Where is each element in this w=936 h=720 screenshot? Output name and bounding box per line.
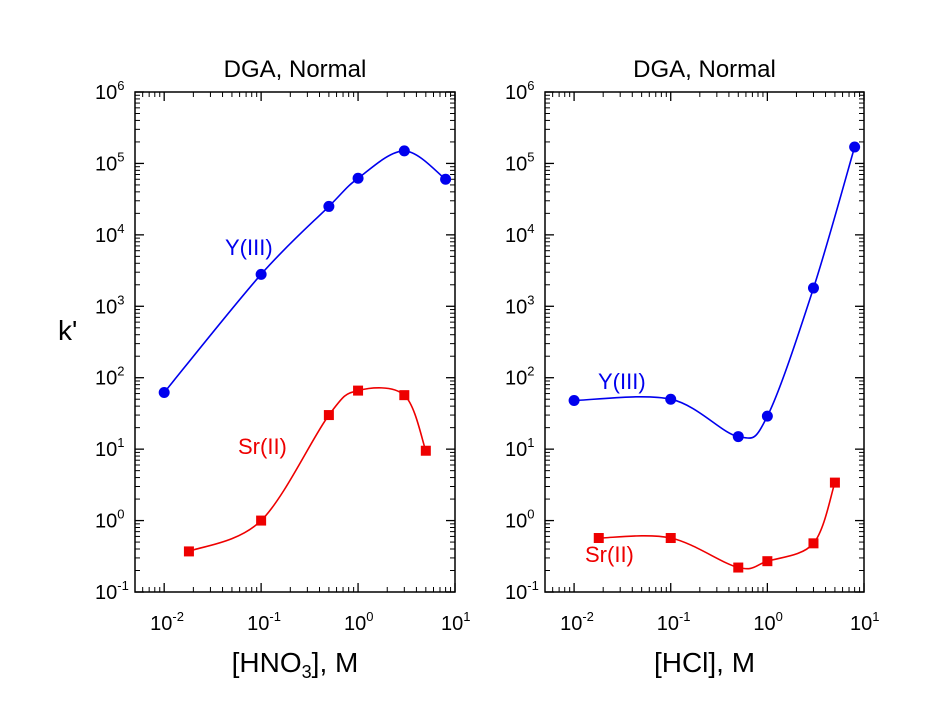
- data-point-circle: [665, 393, 677, 405]
- data-point-square: [762, 556, 773, 567]
- data-point-circle: [807, 282, 819, 294]
- data-point-square: [593, 533, 604, 544]
- data-point-square: [420, 445, 431, 456]
- data-point-square: [353, 385, 364, 396]
- plot-frame: [544, 91, 865, 593]
- chart-panel-1: DGA, Normal 10-1 100 101 102 103 104 105 106 10-2…: [95, 56, 470, 682]
- chart-title: DGA, Normal: [633, 56, 776, 83]
- y-tick-label: 10-1: [95, 578, 129, 604]
- x-tick-label: 10-1: [247, 609, 281, 635]
- x-tick-label: 101: [850, 609, 879, 635]
- y-tick-label: 106: [95, 78, 124, 104]
- chart-panel-2: DGA, Normal 10-1 100 101 102 103 104 105 106 10-2…: [505, 56, 879, 678]
- plot-frame: [134, 91, 456, 593]
- data-point-square: [665, 533, 676, 544]
- data-point-circle: [440, 173, 452, 185]
- series-curve-y: [163, 150, 447, 394]
- data-point-square: [399, 390, 410, 401]
- data-point-square: [183, 546, 194, 557]
- x-tick-label: 10-2: [150, 609, 184, 635]
- data-point-square: [829, 477, 840, 488]
- series-curve-sr: [598, 482, 836, 570]
- x-tick-label: 10-2: [560, 609, 594, 635]
- y-tick-label: 105: [95, 149, 124, 175]
- series-curve-sr: [188, 387, 427, 553]
- data-point-square: [256, 515, 267, 526]
- y-tick-label: 100: [505, 507, 534, 533]
- data-point-circle: [398, 145, 410, 157]
- data-point-circle: [568, 394, 580, 406]
- series-label: Sr(II): [585, 542, 634, 567]
- x-axis-label: [HCl], M: [654, 647, 755, 678]
- y-tick-label: 101: [95, 435, 124, 461]
- chart-title: DGA, Normal: [224, 56, 367, 83]
- y-tick-label: 103: [505, 292, 534, 318]
- y-axis-label: k': [58, 315, 77, 346]
- y-tick-label: 102: [95, 364, 124, 390]
- data-point-square: [323, 410, 334, 421]
- y-tick-label: 100: [95, 507, 124, 533]
- data-point-square: [808, 538, 819, 549]
- series-label: Sr(II): [238, 434, 287, 459]
- data-point-circle: [158, 387, 170, 399]
- x-axis-label: [HNO3], M: [232, 647, 359, 682]
- y-tick-label: 105: [505, 149, 534, 175]
- data-point-circle: [323, 200, 335, 212]
- x-tick-label: 100: [344, 609, 373, 635]
- y-tick-label: 106: [505, 78, 534, 104]
- data-point-circle: [255, 268, 267, 280]
- series-label: Y(III): [225, 235, 273, 260]
- data-point-circle: [849, 141, 861, 153]
- x-tick-label: 10-1: [657, 609, 691, 635]
- data-point-square: [733, 562, 744, 573]
- y-tick-label: 10-1: [505, 578, 539, 604]
- y-tick-label: 101: [505, 435, 534, 461]
- data-point-circle: [761, 410, 773, 422]
- y-tick-label: 104: [95, 221, 124, 247]
- data-point-circle: [732, 431, 744, 443]
- x-tick-label: 101: [441, 609, 470, 635]
- y-tick-label: 102: [505, 364, 534, 390]
- data-point-circle: [352, 172, 364, 184]
- y-tick-label: 104: [505, 221, 534, 247]
- y-tick-label: 103: [95, 292, 124, 318]
- series-label: Y(III): [598, 369, 646, 394]
- x-tick-label: 100: [753, 609, 782, 635]
